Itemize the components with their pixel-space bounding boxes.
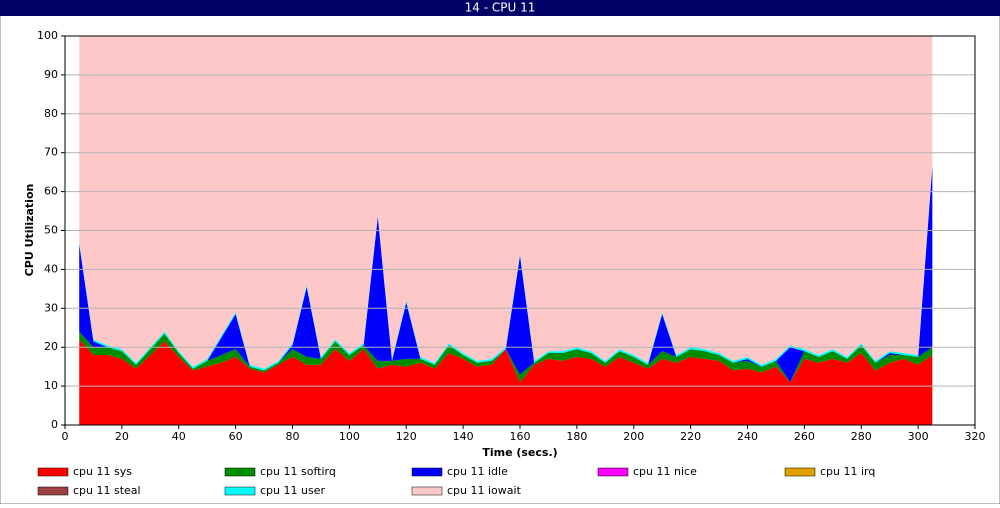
area (79, 331, 933, 383)
x-tick-label: 120 (396, 430, 417, 443)
y-tick-label: 70 (44, 146, 58, 159)
y-tick-label: 30 (44, 301, 58, 314)
legend-swatch (37, 467, 69, 477)
legend-swatch (224, 467, 256, 477)
y-tick-label: 60 (44, 185, 58, 198)
x-tick-label: 160 (510, 430, 531, 443)
legend-label: cpu 11 iowait (447, 484, 522, 497)
legend-swatch (597, 467, 629, 477)
area (79, 36, 933, 369)
x-tick-label: 180 (566, 430, 587, 443)
x-tick-label: 0 (62, 430, 69, 443)
legend-swatch (411, 486, 443, 496)
x-axis-label: Time (secs.) (482, 446, 557, 459)
legend-swatch (37, 486, 69, 496)
y-tick-label: 10 (44, 379, 58, 392)
x-tick-label: 20 (115, 430, 129, 443)
x-tick-label: 80 (286, 430, 300, 443)
y-tick-label: 40 (44, 262, 58, 275)
x-tick-label: 100 (339, 430, 360, 443)
x-tick-label: 200 (623, 430, 644, 443)
x-tick-label: 60 (229, 430, 243, 443)
y-tick-label: 80 (44, 107, 58, 120)
x-tick-label: 40 (172, 430, 186, 443)
x-tick-label: 320 (965, 430, 986, 443)
legend-label: cpu 11 sys (73, 465, 132, 478)
legend-label: cpu 11 nice (633, 465, 697, 478)
legend-label: cpu 11 idle (447, 465, 508, 478)
window-title: 14 - CPU 11 (465, 1, 536, 15)
y-tick-label: 0 (51, 418, 58, 431)
legend-label: cpu 11 steal (73, 484, 141, 497)
x-tick-label: 220 (680, 430, 701, 443)
plot-border (64, 35, 976, 426)
legend-swatch (411, 467, 443, 477)
y-axis-label: CPU Utilization (23, 184, 36, 277)
y-tick-label: 100 (37, 29, 58, 42)
x-tick-label: 240 (737, 430, 758, 443)
title-bar (0, 0, 1000, 16)
x-tick-label: 140 (453, 430, 474, 443)
x-tick-label: 260 (794, 430, 815, 443)
legend-swatch (784, 467, 816, 477)
x-tick-label: 280 (851, 430, 872, 443)
y-tick-label: 90 (44, 68, 58, 81)
legend-swatch (224, 486, 256, 496)
x-tick-label: 300 (908, 430, 929, 443)
legend-label: cpu 11 irq (820, 465, 875, 478)
y-tick-label: 20 (44, 340, 58, 353)
y-tick-label: 50 (44, 224, 58, 237)
legend-label: cpu 11 softirq (260, 465, 336, 478)
legend-label: cpu 11 user (260, 484, 325, 497)
